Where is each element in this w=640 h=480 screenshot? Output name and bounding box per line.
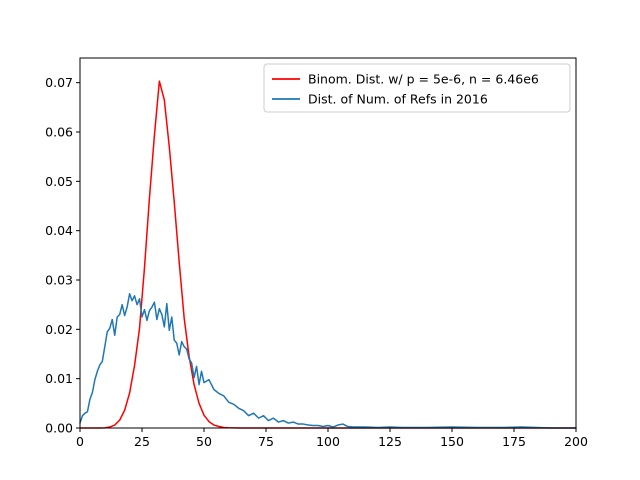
x-tick-label: 0 bbox=[76, 434, 84, 449]
x-tick-label: 100 bbox=[316, 434, 340, 449]
x-tick-label: 200 bbox=[564, 434, 588, 449]
y-tick-label: 0.04 bbox=[45, 223, 73, 238]
y-tick-label: 0.03 bbox=[45, 273, 73, 288]
x-tick-label: 175 bbox=[502, 434, 526, 449]
x-tick-label: 25 bbox=[134, 434, 150, 449]
legend-box bbox=[263, 63, 571, 113]
legend: Binom. Dist. w/ p = 5e-6, n = 6.46e6 Dist… bbox=[263, 63, 571, 113]
legend-label-1: Dist. of Num. of Refs in 2016 bbox=[308, 92, 488, 107]
y-tick-label: 0.00 bbox=[45, 421, 73, 436]
x-axis: 0 25 50 75 100 125 150 175 200 bbox=[76, 428, 588, 449]
y-tick-label: 0.07 bbox=[45, 75, 73, 90]
y-tick-label: 0.05 bbox=[45, 174, 73, 189]
legend-label-0: Binom. Dist. w/ p = 5e-6, n = 6.46e6 bbox=[308, 72, 539, 87]
x-tick-label: 50 bbox=[196, 434, 212, 449]
series-line-1 bbox=[79, 293, 577, 429]
y-axis: 0.00 0.01 0.02 0.03 0.04 0.05 0.06 0.07 bbox=[45, 75, 80, 436]
x-tick-label: 75 bbox=[258, 434, 274, 449]
y-tick-label: 0.02 bbox=[45, 322, 73, 337]
x-tick-label: 125 bbox=[378, 434, 402, 449]
x-tick-label: 150 bbox=[440, 434, 464, 449]
plot-area bbox=[80, 58, 576, 428]
y-tick-label: 0.06 bbox=[45, 125, 73, 140]
y-tick-label: 0.01 bbox=[45, 371, 73, 386]
